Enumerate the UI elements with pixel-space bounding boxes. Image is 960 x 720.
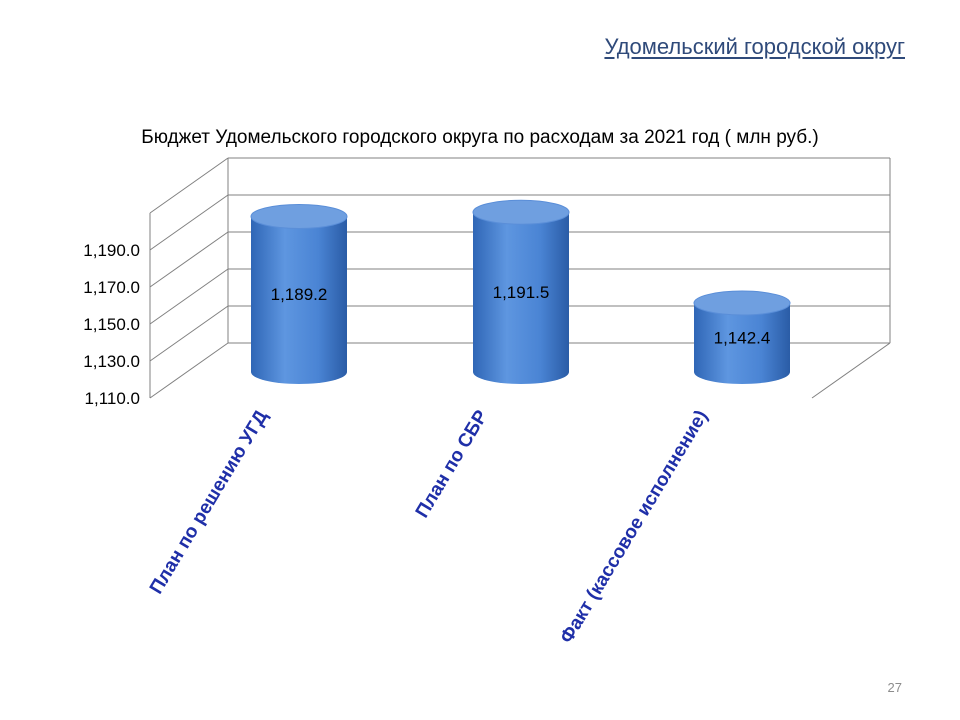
- bar-body: [694, 303, 790, 384]
- y-tick-label: 1,150.0: [83, 315, 140, 334]
- side-gridline: [149, 194, 229, 251]
- chart-bars: [250, 199, 791, 384]
- bar: [250, 203, 348, 384]
- data-label: 1,191.5: [493, 283, 550, 302]
- y-tick-label: 1,130.0: [83, 352, 140, 371]
- bar: [472, 199, 570, 384]
- y-tick-label: 1,170.0: [83, 278, 140, 297]
- side-gridline: [149, 157, 229, 214]
- bar-body: [251, 216, 347, 384]
- page-number: 27: [887, 680, 902, 695]
- category-label: План по СБР: [412, 406, 493, 521]
- floor-right-edge: [811, 342, 891, 399]
- chart-labels: 1,110.0 1,130.0 1,150.0 1,170.0 1,190.0 1,189…: [83, 241, 770, 647]
- bar: [693, 290, 791, 384]
- header-title: Удомельский городской округ: [604, 34, 905, 59]
- bar-body: [473, 212, 569, 384]
- data-label: 1,189.2: [271, 285, 328, 304]
- side-gridline: [149, 268, 229, 325]
- side-gridline: [149, 342, 229, 399]
- side-gridline: [149, 305, 229, 362]
- side-gridline: [149, 231, 229, 288]
- category-label: Факт (кассовое исполнение): [556, 407, 712, 647]
- bar-top: [693, 290, 791, 316]
- y-tick-label: 1,190.0: [83, 241, 140, 260]
- data-label: 1,142.4: [714, 329, 771, 348]
- bar-top: [472, 199, 570, 225]
- y-tick-label: 1,110.0: [85, 389, 140, 408]
- category-label: План по решению УГД: [146, 406, 273, 597]
- bar-top: [250, 203, 348, 229]
- chart-title: Бюджет Удомельского городского округа по…: [141, 127, 819, 148]
